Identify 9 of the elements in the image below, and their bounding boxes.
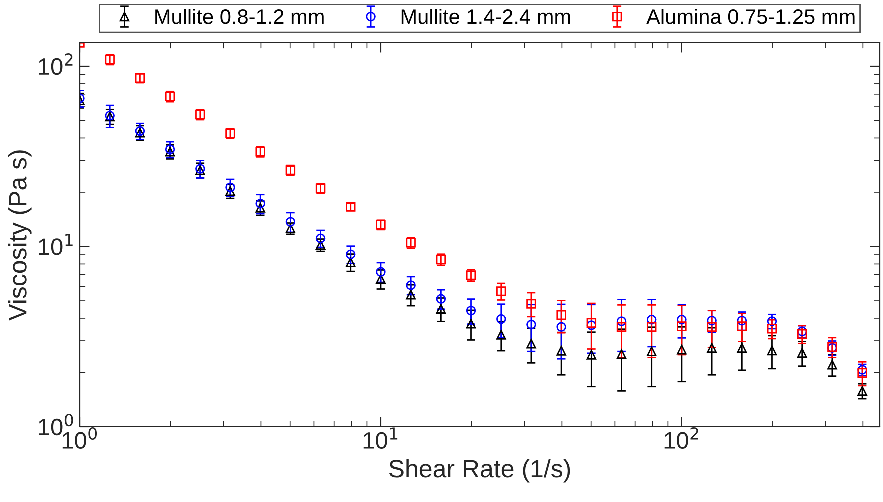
- x-axis-title: Shear Rate (1/s): [389, 459, 570, 483]
- legend-label: Alumina 0.75-1.25 mm: [646, 8, 855, 24]
- x-tick-label: 10$^{1}$: [364, 428, 398, 450]
- legend-label: Mullite 0.8-1.2 mm: [156, 8, 324, 24]
- y-tick-label: 10$^{1}$: [39, 234, 73, 256]
- legend-label: Mullite 1.4-2.4 mm: [402, 8, 570, 24]
- y-axis-title: Viscosity (Pa s): [8, 150, 32, 321]
- x-tick-label: 10$^{2}$: [664, 427, 698, 450]
- y-tick-label: 10$^{2}$: [39, 54, 73, 76]
